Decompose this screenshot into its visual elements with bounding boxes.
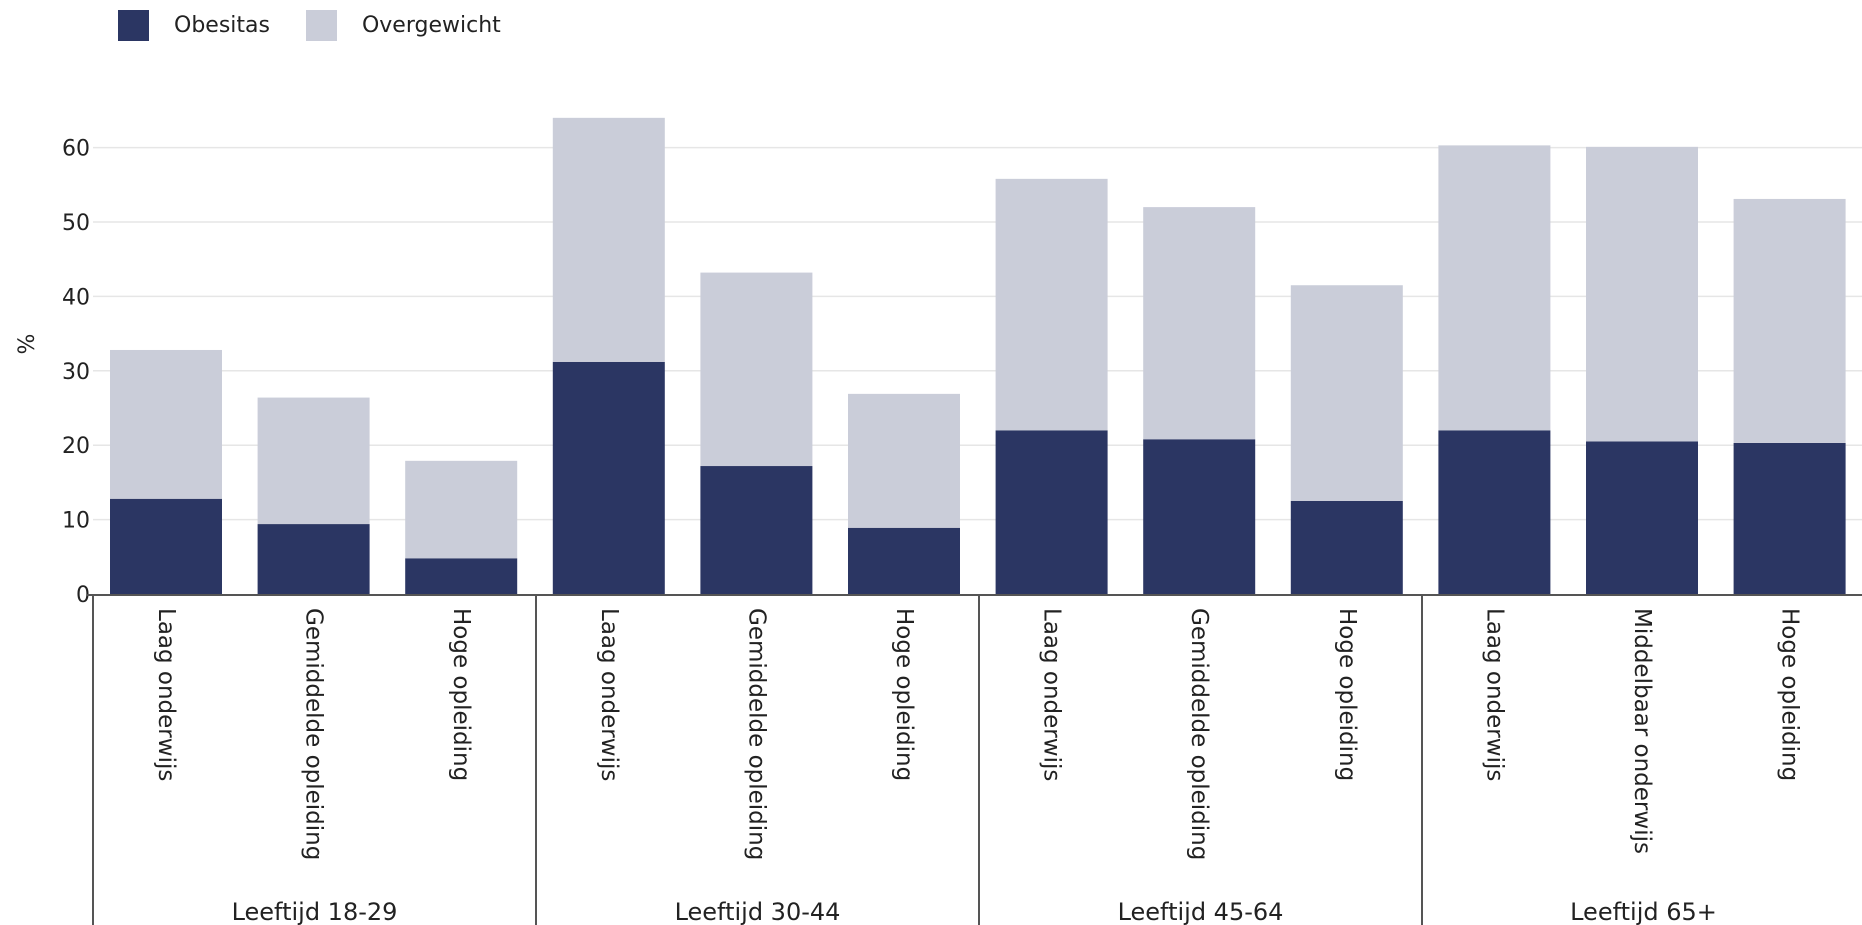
y-tick-label: 20 bbox=[62, 434, 90, 459]
bar-obesitas bbox=[110, 498, 222, 594]
y-tick-label: 40 bbox=[62, 285, 90, 310]
bar-overgewicht bbox=[848, 393, 960, 528]
x-category-label: Laag onderwijs bbox=[153, 608, 179, 781]
bar-overgewicht bbox=[1586, 146, 1698, 442]
x-category-label: Laag onderwijs bbox=[1039, 608, 1065, 781]
bar-obesitas bbox=[257, 524, 370, 594]
x-group-label: Leeftijd 45-64 bbox=[1118, 898, 1284, 925]
x-category-label: Hoge opleiding bbox=[891, 608, 917, 781]
bar-overgewicht bbox=[405, 460, 518, 559]
bar-obesitas bbox=[1438, 430, 1551, 594]
bar-obesitas bbox=[848, 527, 960, 594]
y-tick-label: 30 bbox=[62, 360, 90, 385]
legend-label-obesitas: Obesitas bbox=[174, 13, 270, 38]
legend-label-overgewicht: Overgewicht bbox=[361, 13, 501, 38]
bar-overgewicht bbox=[700, 272, 813, 467]
bar-obesitas bbox=[1586, 441, 1698, 594]
x-group-label: Leeftijd 65+ bbox=[1570, 898, 1717, 925]
y-axis-label: % bbox=[15, 334, 40, 355]
x-category-label: Hoge opleiding bbox=[1777, 608, 1803, 781]
bar-overgewicht bbox=[1438, 145, 1551, 431]
legend-swatch-overgewicht bbox=[305, 10, 337, 41]
legend-item-obesitas[interactable]: Obesitas bbox=[118, 10, 270, 41]
y-tick-label: 0 bbox=[76, 583, 90, 608]
legend-item-overgewicht[interactable]: Overgewicht bbox=[305, 10, 501, 41]
x-category-label: Laag onderwijs bbox=[1481, 608, 1507, 781]
bar-obesitas bbox=[552, 361, 665, 594]
bar-overgewicht bbox=[1143, 207, 1256, 440]
bar-overgewicht bbox=[1290, 285, 1403, 501]
bar-overgewicht bbox=[257, 397, 370, 525]
bar-overgewicht bbox=[552, 117, 665, 362]
x-category-label: Hoge opleiding bbox=[448, 608, 474, 781]
bar-overgewicht bbox=[995, 178, 1108, 431]
x-category-label: Gemiddelde opleiding bbox=[743, 608, 769, 860]
y-tick-label: 60 bbox=[62, 137, 90, 162]
x-category-label: Hoge opleiding bbox=[1334, 608, 1360, 781]
legend-swatch-obesitas bbox=[118, 10, 149, 41]
bar-obesitas bbox=[405, 558, 518, 594]
y-tick-label: 50 bbox=[62, 211, 90, 236]
bar-obesitas bbox=[995, 430, 1108, 594]
bar-obesitas bbox=[700, 466, 813, 594]
x-category-label: Laag onderwijs bbox=[596, 608, 622, 781]
bar-obesitas bbox=[1290, 501, 1403, 594]
y-tick-label: 10 bbox=[62, 509, 90, 534]
x-group-label: Leeftijd 18-29 bbox=[232, 898, 398, 925]
bar-overgewicht bbox=[110, 349, 222, 499]
x-category-label: Gemiddelde opleiding bbox=[301, 608, 327, 860]
x-category-label: Middelbaar onderwijs bbox=[1629, 608, 1655, 854]
bar-overgewicht bbox=[1733, 198, 1846, 443]
x-category-label: Gemiddelde opleiding bbox=[1186, 608, 1212, 860]
bar-obesitas bbox=[1733, 442, 1846, 594]
x-group-label: Leeftijd 30-44 bbox=[675, 898, 841, 925]
legend: Obesitas Overgewicht bbox=[118, 10, 537, 41]
bar-obesitas bbox=[1143, 439, 1256, 594]
